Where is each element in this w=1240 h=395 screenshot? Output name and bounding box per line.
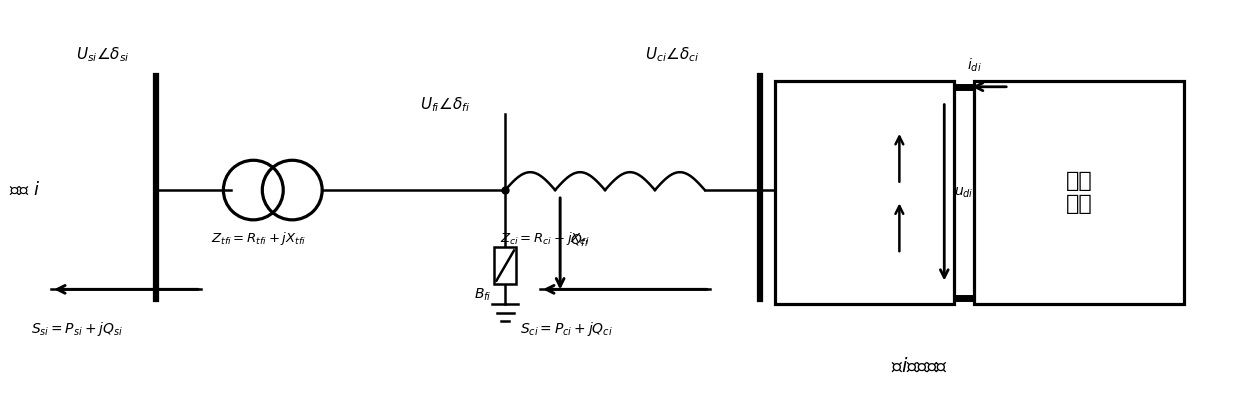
Text: $S_{si}=P_{si}+jQ_{si}$: $S_{si}=P_{si}+jQ_{si}$ xyxy=(31,320,123,338)
Text: $U_{si}\angle\delta_{si}$: $U_{si}\angle\delta_{si}$ xyxy=(76,45,130,64)
Text: 直流
电网: 直流 电网 xyxy=(1065,171,1092,214)
Text: $B_{fi}$: $B_{fi}$ xyxy=(474,286,491,303)
Bar xyxy=(495,246,516,284)
Text: $Q_{fi}$: $Q_{fi}$ xyxy=(570,233,589,249)
Text: $Z_{tfi}=R_{tfi}+jX_{tfi}$: $Z_{tfi}=R_{tfi}+jX_{tfi}$ xyxy=(211,230,306,247)
Text: $U_{fi}\angle\delta_{fi}$: $U_{fi}\angle\delta_{fi}$ xyxy=(420,95,470,114)
Text: $S_{ci}=P_{ci}+jQ_{ci}$: $S_{ci}=P_{ci}+jQ_{ci}$ xyxy=(521,320,613,338)
Text: $i_{di}$: $i_{di}$ xyxy=(967,56,982,74)
Bar xyxy=(975,81,1184,304)
Text: 母线 $i$: 母线 $i$ xyxy=(10,181,41,199)
Text: 第$i$个换流站: 第$i$个换流站 xyxy=(890,356,947,375)
Text: $Z_{ci}=R_{ci}+jX_{ci}$: $Z_{ci}=R_{ci}+jX_{ci}$ xyxy=(500,230,590,247)
Bar xyxy=(775,81,955,304)
Text: $u_{di}$: $u_{di}$ xyxy=(955,185,973,200)
Text: $U_{ci}\angle\delta_{ci}$: $U_{ci}\angle\delta_{ci}$ xyxy=(645,45,699,64)
